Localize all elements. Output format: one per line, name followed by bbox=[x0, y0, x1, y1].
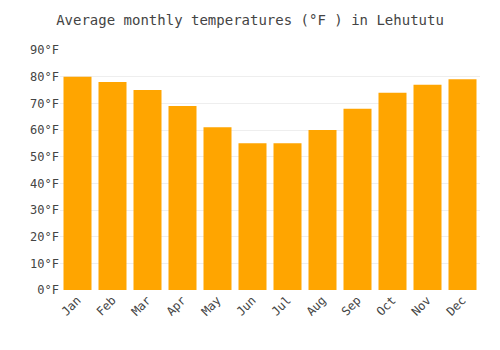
svg-text:20°F: 20°F bbox=[30, 230, 59, 244]
svg-text:80°F: 80°F bbox=[30, 70, 59, 84]
svg-text:Jun: Jun bbox=[234, 293, 259, 318]
svg-text:70°F: 70°F bbox=[30, 97, 59, 111]
svg-text:Sep: Sep bbox=[339, 293, 364, 318]
svg-text:Aug: Aug bbox=[304, 293, 329, 318]
svg-text:0°F: 0°F bbox=[37, 283, 59, 297]
svg-text:Jul: Jul bbox=[269, 293, 294, 318]
svg-text:Mar: Mar bbox=[129, 293, 154, 318]
svg-text:Average monthly temperatures (: Average monthly temperatures (°F ) in Le… bbox=[56, 12, 444, 28]
svg-text:30°F: 30°F bbox=[30, 203, 59, 217]
svg-text:10°F: 10°F bbox=[30, 257, 59, 271]
svg-text:May: May bbox=[199, 293, 224, 318]
svg-text:Feb: Feb bbox=[94, 293, 119, 318]
svg-text:Nov: Nov bbox=[409, 293, 434, 318]
svg-text:50°F: 50°F bbox=[30, 150, 59, 164]
svg-text:60°F: 60°F bbox=[30, 123, 59, 137]
svg-text:Apr: Apr bbox=[164, 293, 189, 318]
svg-text:90°F: 90°F bbox=[30, 43, 59, 57]
svg-text:Dec: Dec bbox=[444, 293, 469, 318]
svg-text:40°F: 40°F bbox=[30, 177, 59, 191]
svg-text:Jan: Jan bbox=[59, 293, 84, 318]
svg-text:Oct: Oct bbox=[374, 293, 399, 318]
